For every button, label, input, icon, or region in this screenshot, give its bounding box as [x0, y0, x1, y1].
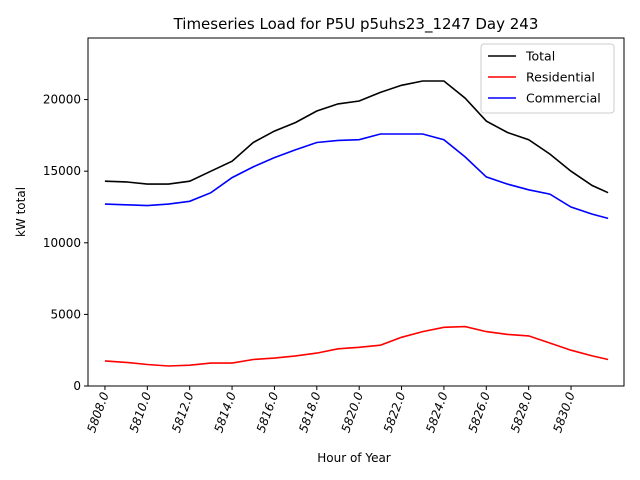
- y-axis-label: kW total: [14, 187, 28, 237]
- x-tick-label: 5820.0: [338, 390, 366, 435]
- y-tick-label: 20000: [43, 93, 81, 107]
- x-tick-label: 5808.0: [84, 390, 112, 435]
- legend-label: Residential: [526, 70, 595, 85]
- y-tick-label: 15000: [43, 164, 81, 178]
- y-tick-label: 5000: [50, 307, 81, 321]
- series-line-commercial: [104, 133, 609, 220]
- x-tick-label: 5824.0: [423, 390, 451, 435]
- y-tick-label: 10000: [43, 236, 81, 250]
- x-tick-label: 5826.0: [466, 390, 494, 435]
- x-tick-label: 5830.0: [550, 390, 578, 435]
- x-tick-label: 5812.0: [169, 390, 197, 435]
- plot-frame: [87, 37, 625, 387]
- x-tick-label: 5822.0: [381, 390, 409, 435]
- legend: Total Residential Commercial: [480, 43, 615, 114]
- x-tick-label: 5816.0: [254, 390, 282, 435]
- x-tick-label: 5828.0: [508, 390, 536, 435]
- x-axis-label: Hour of Year: [317, 451, 391, 465]
- x-tick-label: 5810.0: [127, 390, 155, 435]
- legend-label: Total: [525, 49, 555, 64]
- y-tick-label: 0: [73, 379, 81, 393]
- series-line-residential: [104, 325, 609, 367]
- legend-label: Commercial: [526, 91, 601, 106]
- x-tick-label: 5818.0: [296, 390, 324, 435]
- series-line-total: [104, 80, 609, 194]
- x-tick-label: 5814.0: [211, 390, 239, 435]
- chart-title: Timeseries Load for P5U p5uhs23_1247 Day…: [173, 15, 539, 34]
